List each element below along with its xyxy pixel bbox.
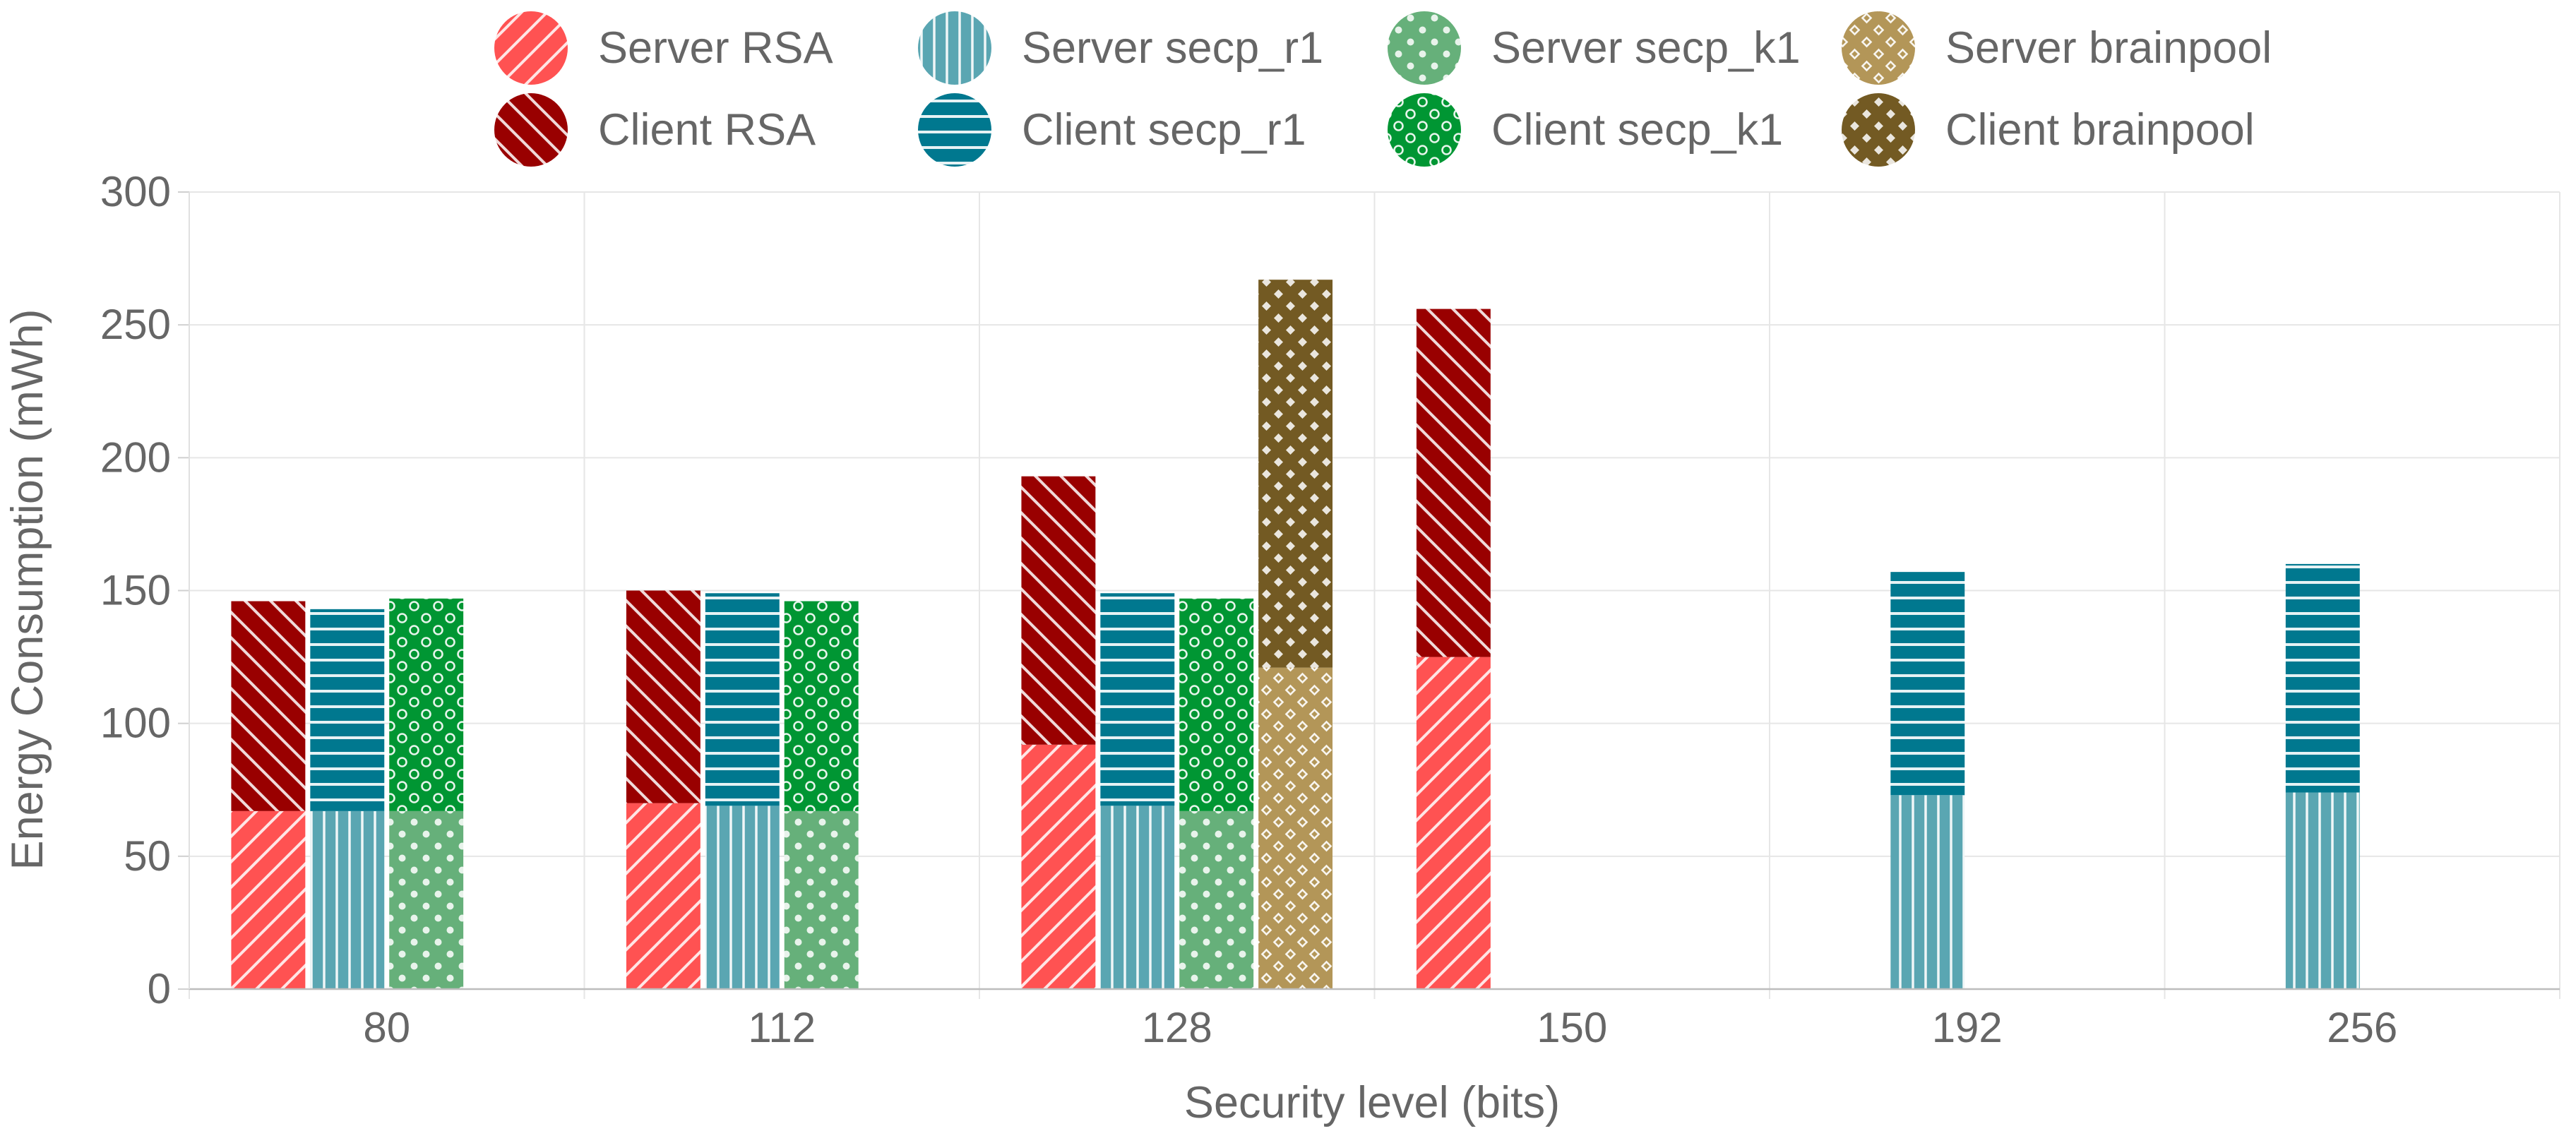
bar-client-rsa-80 bbox=[231, 601, 306, 811]
bar-client-secp-k1-112 bbox=[784, 601, 859, 811]
bar-client-secp-k1-80 bbox=[389, 598, 464, 811]
legend-swatch-client-rsa bbox=[494, 93, 568, 167]
legend-label-server-rsa: Server RSA bbox=[598, 23, 833, 73]
x-tick-label: 256 bbox=[2327, 1004, 2397, 1051]
bar-server-secp-r1-80 bbox=[310, 810, 385, 989]
x-tick-label: 128 bbox=[1142, 1004, 1212, 1051]
bar-server-secp-r1-112 bbox=[705, 806, 780, 989]
bar-client-secp-r1-112 bbox=[705, 593, 780, 806]
legend-label-server-secp-k1: Server secp_k1 bbox=[1491, 23, 1801, 73]
bar-server-rsa-112 bbox=[626, 803, 700, 989]
y-axis-title: Energy Consumption (mWh) bbox=[3, 309, 52, 870]
legend-label-client-brainpool: Client brainpool bbox=[1945, 105, 2255, 155]
x-axis-title: Security level (bits) bbox=[1184, 1078, 1560, 1127]
bar-server-secp-k1-128 bbox=[1179, 810, 1254, 989]
bar-server-secp-r1-128 bbox=[1100, 806, 1175, 989]
legend-swatch-server-brainpool bbox=[1842, 11, 1915, 85]
x-tick-label: 150 bbox=[1537, 1004, 1607, 1051]
bar-server-secp-r1-256 bbox=[2285, 792, 2360, 989]
axes: 0 50 100 150 200 250 300 80 112 128 150 192 256 bbox=[100, 168, 2560, 1051]
bar-server-secp-k1-80 bbox=[389, 810, 464, 989]
x-tick-label: 192 bbox=[1932, 1004, 2003, 1051]
bar-client-brainpool-128 bbox=[1258, 280, 1333, 668]
bar-client-rsa-112 bbox=[626, 590, 700, 803]
bar-client-secp-r1-192 bbox=[1890, 572, 1965, 796]
legend-swatch-client-secp-r1 bbox=[918, 93, 991, 167]
bar-client-secp-r1-80 bbox=[310, 609, 385, 811]
y-tick-label: 50 bbox=[124, 832, 171, 880]
y-tick-label: 200 bbox=[100, 433, 171, 481]
legend-label-server-brainpool: Server brainpool bbox=[1945, 23, 2272, 73]
bar-server-rsa-128 bbox=[1021, 744, 1096, 989]
legend-label-client-secp-k1: Client secp_k1 bbox=[1491, 105, 1783, 155]
bar-client-secp-r1-128 bbox=[1100, 593, 1175, 806]
legend-label-client-secp-r1: Client secp_r1 bbox=[1022, 105, 1306, 155]
bars bbox=[231, 280, 2360, 989]
bar-client-rsa-150 bbox=[1416, 309, 1491, 657]
legend-label-client-rsa: Client RSA bbox=[598, 105, 816, 155]
bar-client-secp-r1-256 bbox=[2285, 563, 2360, 793]
legend-swatch-client-brainpool bbox=[1842, 93, 1915, 167]
x-tick-label: 80 bbox=[363, 1004, 410, 1051]
bar-client-secp-k1-128 bbox=[1179, 598, 1254, 811]
legend-swatch-server-secp-k1 bbox=[1388, 11, 1461, 85]
legend: Server RSA Server secp_r1 Server secp_k1 Se… bbox=[494, 11, 2272, 167]
gridlines bbox=[189, 191, 2560, 999]
x-tick-label: 112 bbox=[748, 1004, 816, 1051]
y-tick-label: 250 bbox=[100, 301, 171, 348]
legend-swatch-server-secp-r1 bbox=[918, 11, 991, 85]
bar-server-secp-r1-192 bbox=[1890, 795, 1965, 989]
bar-server-brainpool-128 bbox=[1258, 667, 1333, 989]
bar-server-rsa-80 bbox=[231, 810, 306, 989]
y-tick-label: 100 bbox=[100, 700, 171, 747]
y-tick-label: 300 bbox=[100, 168, 171, 215]
legend-swatch-client-secp-k1 bbox=[1388, 93, 1461, 167]
y-tick-label: 0 bbox=[148, 965, 171, 1012]
y-tick-label: 150 bbox=[100, 567, 171, 614]
legend-swatch-server-rsa bbox=[494, 11, 568, 85]
bar-server-rsa-150 bbox=[1416, 657, 1491, 989]
legend-label-server-secp-r1: Server secp_r1 bbox=[1022, 23, 1323, 73]
bar-client-rsa-128 bbox=[1021, 476, 1096, 745]
bar-server-secp-k1-112 bbox=[784, 810, 859, 989]
